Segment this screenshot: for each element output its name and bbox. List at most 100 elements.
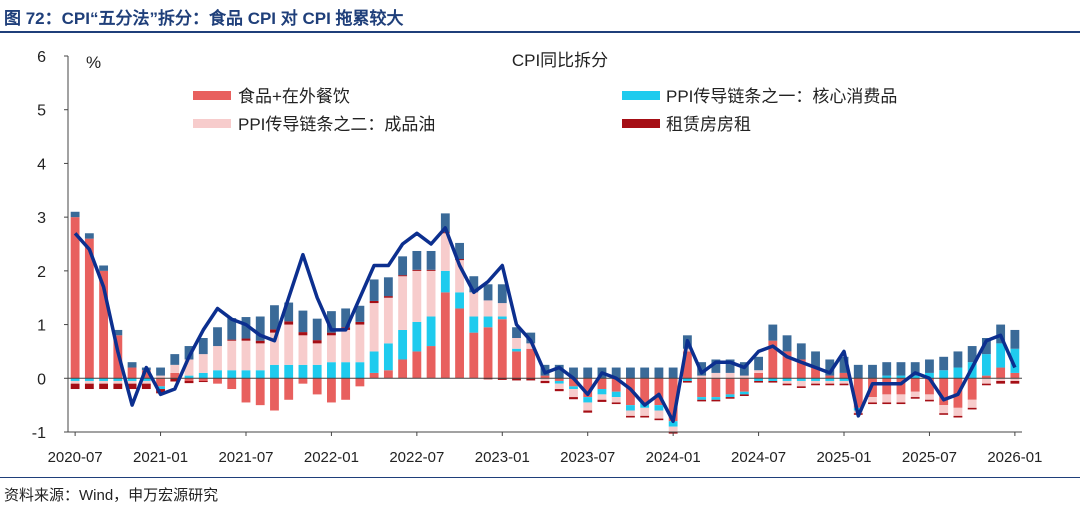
bar-rent [327,332,336,336]
bar-core [255,370,265,379]
bar-core [327,362,336,379]
bar-core [483,316,493,328]
bar-other [910,362,920,376]
bar-oil [597,394,607,400]
bar-other [768,324,778,341]
bar-rent [796,386,806,388]
bar-other [611,367,621,379]
x-tick-label: 2025-01 [816,449,871,466]
bar-rent [554,389,564,392]
bar-food [355,378,365,387]
bar-rent [227,339,237,341]
bar-core [939,370,949,379]
bar-core [996,343,1006,368]
bar-rent [611,402,621,405]
bar-other [711,359,721,373]
bar-food [327,378,336,403]
bar-rent [640,415,650,418]
bar-oil [526,343,536,349]
bar-other [255,316,265,341]
bar-core [1010,348,1020,373]
bar-food [198,378,208,381]
bar-other [896,362,906,376]
bar-oil [483,300,493,317]
bar-food [882,378,892,395]
bar-food [967,378,977,400]
bar-oil [327,335,336,363]
bar-rent [882,402,892,405]
bar-other [127,362,137,368]
bar-rent [725,397,735,399]
bar-core [654,405,664,411]
bar-rent [540,380,550,384]
bar-oil [127,380,137,384]
bar-rent [170,378,180,382]
bar-food [526,348,536,379]
x-tick-label: 2024-07 [731,449,786,466]
bar-oil [312,343,322,365]
bar-core [554,380,564,384]
bar-core [839,378,849,381]
bar-oil [626,410,635,416]
bar-core [711,397,721,400]
bar-rent [967,407,977,410]
bar-other [469,276,479,293]
bar-oil [811,380,820,384]
bar-food [312,378,322,395]
bar-rent [312,340,322,344]
bar-rent [953,415,963,418]
bar-rent [711,399,721,402]
bar-food [270,378,279,411]
bar-other [925,359,934,373]
bar-food [697,378,707,398]
bar-core [626,405,635,411]
bar-food [668,378,678,422]
bar-rent [768,380,778,383]
bar-oil [213,346,222,371]
bars [70,211,1020,434]
bar-core [896,375,906,379]
bar-food [682,351,692,379]
legend-label-rent: 租赁房房租 [666,115,751,134]
bar-other [526,332,536,344]
x-tick-label: 2021-01 [133,449,188,466]
bar-rent [626,415,635,418]
bar-other [825,359,835,376]
bar-core [953,367,963,379]
bar-food [853,378,863,408]
bar-other [725,359,735,373]
bar-other [839,356,849,373]
bar-rent [739,394,749,397]
bar-oil [910,391,920,398]
bar-food [796,359,806,379]
bar-other [426,250,436,270]
bar-core [583,397,593,403]
bar-oil [697,375,707,379]
bar-oil [398,276,408,330]
x-tick-label: 2023-01 [475,449,530,466]
bar-other [198,338,208,355]
bar-rent [839,383,849,386]
bar-food [754,372,763,379]
bar-oil [70,380,80,384]
bar-food [768,340,778,379]
bar-other [355,305,365,322]
bar-core [768,378,778,381]
bar-food [981,375,991,379]
bar-rent [355,321,365,325]
bar-food [398,359,408,379]
bar-oil [512,338,521,349]
bar-rent [811,383,820,386]
bar-oil [170,364,180,373]
bar-food [825,375,835,379]
bar-food [839,372,849,379]
bar-rent [270,329,279,333]
bar-core [84,378,94,381]
bar-food [711,378,721,398]
bar-core [739,391,749,395]
bar-other [241,317,251,339]
bar-rent [426,269,436,271]
y-tick-label: -1 [32,425,46,442]
bar-oil [241,340,251,371]
bar-oil [725,372,735,379]
